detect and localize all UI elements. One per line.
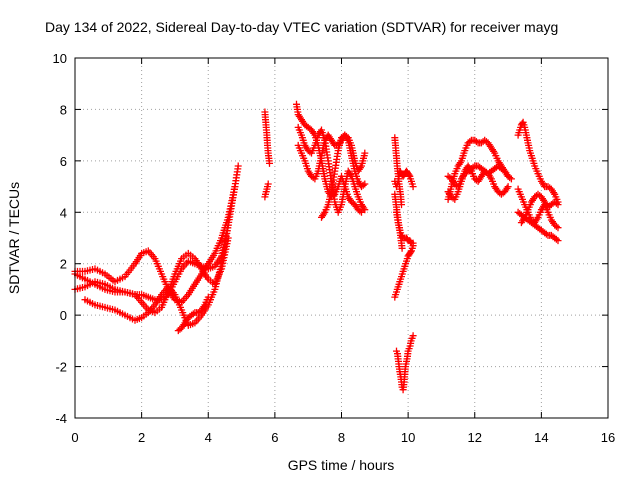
series-track-t xyxy=(444,162,512,203)
y-tick-label: 0 xyxy=(60,308,67,323)
data-point xyxy=(264,180,272,188)
x-tick-label: 14 xyxy=(534,430,548,445)
series-track-m xyxy=(391,167,417,191)
y-tick-label: 2 xyxy=(60,257,67,272)
chart-title: Day 134 of 2022, Sidereal Day-to-day VTE… xyxy=(45,19,558,35)
y-tick-label: 10 xyxy=(53,51,67,66)
data-point xyxy=(204,293,212,301)
y-tick-label: -2 xyxy=(55,360,67,375)
x-tick-label: 8 xyxy=(338,430,345,445)
data-point xyxy=(552,235,560,243)
series-track-j xyxy=(294,123,369,216)
y-tick-label: 8 xyxy=(60,102,67,117)
series-track-q xyxy=(393,332,417,394)
data-point xyxy=(552,222,560,230)
series-track-g xyxy=(261,180,272,201)
x-tick-label: 6 xyxy=(271,430,278,445)
data-point xyxy=(359,181,367,189)
data-point xyxy=(409,183,417,191)
x-tick-label: 4 xyxy=(205,430,212,445)
data-point xyxy=(409,332,417,340)
series-track-k xyxy=(318,131,369,221)
plot-frame xyxy=(74,57,609,419)
data-point xyxy=(266,159,273,167)
data-point xyxy=(407,248,415,256)
series-track-p xyxy=(391,242,417,301)
series-track-x xyxy=(517,190,562,227)
data-point xyxy=(409,242,417,250)
data-point xyxy=(405,171,413,179)
data-point xyxy=(398,244,406,252)
series-track-f xyxy=(261,108,273,167)
data-point xyxy=(234,162,242,170)
data-point xyxy=(504,183,512,191)
data-point xyxy=(189,310,197,318)
y-tick-label: 4 xyxy=(60,205,67,220)
data-point xyxy=(554,224,562,232)
data-marks xyxy=(71,100,562,394)
data-point xyxy=(361,206,369,214)
data-point xyxy=(466,138,474,146)
y-tick-label: 6 xyxy=(60,154,67,169)
data-point xyxy=(361,180,369,188)
x-axis-label: GPS time / hours xyxy=(288,457,395,473)
data-point xyxy=(224,221,232,229)
data-point xyxy=(504,172,512,180)
y-tick-label: -4 xyxy=(55,411,67,426)
x-tick-label: 10 xyxy=(401,430,415,445)
series-track-u xyxy=(514,118,562,206)
y-axis-label: SDTVAR / TECUs xyxy=(6,182,22,294)
series-track-e xyxy=(174,293,212,335)
x-tick-label: 0 xyxy=(71,430,78,445)
data-point xyxy=(554,237,562,245)
data-point xyxy=(554,201,562,209)
data-point xyxy=(231,183,239,191)
series-track-v xyxy=(514,208,562,245)
x-tick-label: 2 xyxy=(138,430,145,445)
series-track-o xyxy=(391,190,406,252)
x-tick-label: 16 xyxy=(601,430,615,445)
data-point xyxy=(542,230,550,238)
x-tick-label: 12 xyxy=(468,430,482,445)
data-point xyxy=(552,199,560,207)
data-point xyxy=(361,149,369,157)
